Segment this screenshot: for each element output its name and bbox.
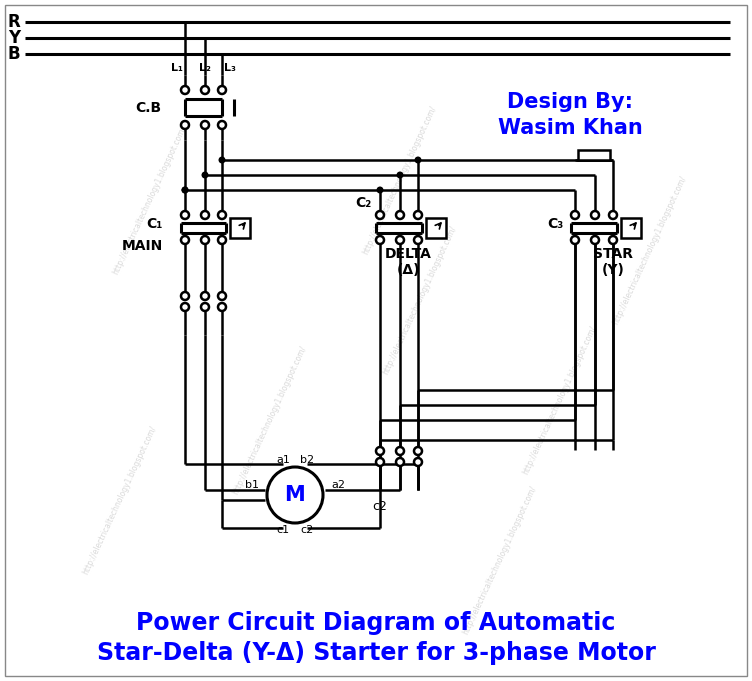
Text: http://electricaltechnology1.blogspot.com/: http://electricaltechnology1.blogspot.co… [362, 104, 438, 256]
Text: L₂: L₂ [199, 63, 211, 73]
Text: a1: a1 [276, 455, 290, 465]
Circle shape [181, 292, 189, 300]
Circle shape [218, 121, 226, 129]
Text: http://electricaltechnology1.blogspot.com/: http://electricaltechnology1.blogspot.co… [521, 324, 599, 476]
Circle shape [201, 303, 209, 311]
Text: http://electricaltechnology1.blogspot.com/: http://electricaltechnology1.blogspot.co… [81, 424, 159, 576]
Circle shape [181, 187, 189, 193]
Circle shape [376, 211, 384, 219]
Circle shape [201, 292, 209, 300]
Text: L₁: L₁ [171, 63, 183, 73]
Text: C₂: C₂ [356, 196, 372, 210]
Circle shape [414, 236, 422, 244]
Text: Y: Y [8, 29, 20, 47]
Bar [621, 217, 641, 238]
Text: C₁: C₁ [147, 217, 163, 232]
Text: MAIN: MAIN [122, 238, 163, 253]
Circle shape [376, 447, 384, 455]
Circle shape [396, 458, 404, 466]
Text: b2: b2 [300, 455, 314, 465]
Circle shape [181, 86, 189, 94]
Bar [426, 217, 446, 238]
Circle shape [414, 211, 422, 219]
Circle shape [201, 121, 209, 129]
Circle shape [267, 467, 323, 523]
Circle shape [396, 172, 404, 178]
Circle shape [414, 157, 422, 163]
Circle shape [571, 211, 579, 219]
Text: M: M [284, 485, 305, 505]
Circle shape [609, 236, 617, 244]
Circle shape [376, 236, 384, 244]
Bar [578, 150, 610, 160]
Text: STAR
(Y): STAR (Y) [593, 247, 633, 277]
Circle shape [181, 303, 189, 311]
Circle shape [396, 211, 404, 219]
Bar [230, 217, 250, 238]
Circle shape [218, 292, 226, 300]
Text: http://electricaltechnology1.blogspot.com/: http://electricaltechnology1.blogspot.co… [611, 174, 689, 326]
Circle shape [571, 236, 579, 244]
Text: a2: a2 [331, 480, 345, 490]
Circle shape [218, 211, 226, 219]
Circle shape [376, 458, 384, 466]
Circle shape [218, 236, 226, 244]
Circle shape [181, 187, 189, 193]
Circle shape [201, 211, 209, 219]
Text: c1: c1 [277, 525, 290, 535]
Circle shape [181, 211, 189, 219]
Circle shape [591, 236, 599, 244]
Text: C.B: C.B [135, 101, 161, 114]
Text: Power Circuit Diagram of Automatic
Star-Delta (Y-Δ) Starter for 3-phase Motor: Power Circuit Diagram of Automatic Star-… [96, 611, 656, 665]
Text: http://electricaltechnology1.blogspot.com/: http://electricaltechnology1.blogspot.co… [381, 224, 459, 376]
Circle shape [377, 187, 384, 193]
Text: c2: c2 [372, 501, 387, 513]
Circle shape [396, 447, 404, 455]
Circle shape [591, 211, 599, 219]
Circle shape [414, 447, 422, 455]
Circle shape [181, 236, 189, 244]
Circle shape [218, 86, 226, 94]
Circle shape [218, 303, 226, 311]
Circle shape [609, 211, 617, 219]
Text: c2: c2 [300, 525, 314, 535]
Text: C₃: C₃ [547, 217, 563, 232]
Text: Design By:
Wasim Khan: Design By: Wasim Khan [498, 92, 642, 138]
Circle shape [219, 157, 226, 163]
Circle shape [414, 458, 422, 466]
Text: R: R [8, 13, 20, 31]
Text: http://electricaltechnology1.blogspot.com/: http://electricaltechnology1.blogspot.co… [232, 344, 308, 496]
Circle shape [396, 236, 404, 244]
Text: DELTA
(Δ): DELTA (Δ) [384, 247, 432, 277]
Circle shape [201, 236, 209, 244]
Circle shape [181, 121, 189, 129]
Text: http://electricaltechnology1.blogspot.com/: http://electricaltechnology1.blogspot.co… [462, 484, 538, 636]
Text: L₃: L₃ [224, 63, 236, 73]
Circle shape [201, 86, 209, 94]
Text: http://electricaltechnology1.blogspot.com/: http://electricaltechnology1.blogspot.co… [111, 124, 189, 276]
Text: b1: b1 [245, 480, 259, 490]
Text: B: B [8, 45, 20, 63]
Circle shape [202, 172, 208, 178]
